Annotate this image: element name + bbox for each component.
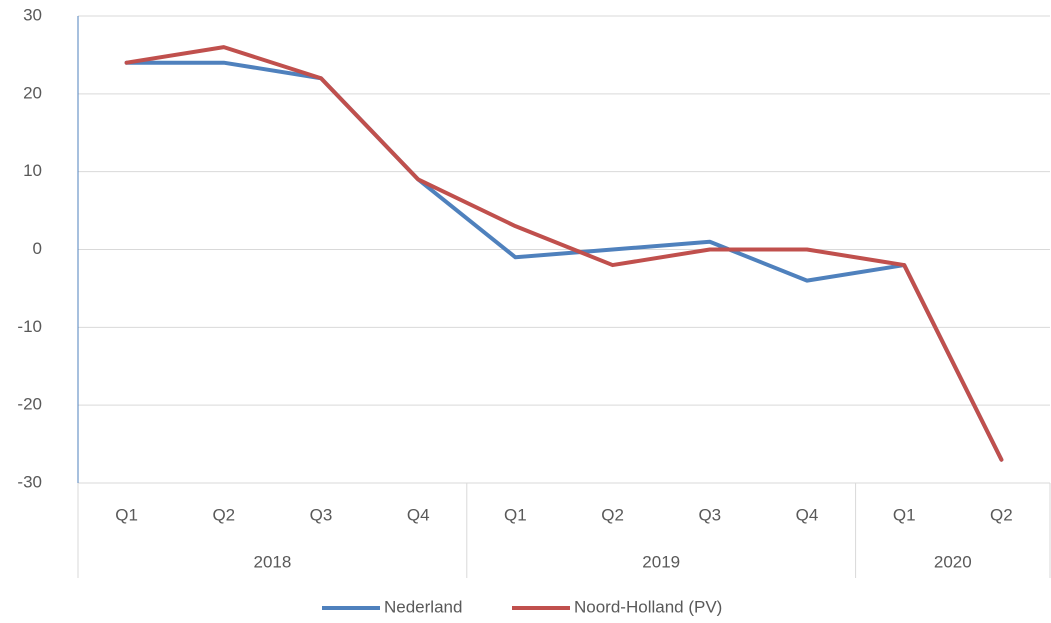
y-tick-label: 10 (23, 161, 42, 180)
y-tick-label: -30 (17, 472, 42, 491)
series-line (124, 45, 1004, 462)
y-tick-label: 0 (33, 239, 42, 258)
legend-label: Nederland (384, 597, 462, 616)
series-line (124, 60, 1004, 462)
y-tick-label: -10 (17, 317, 42, 336)
x-tick-label: Q2 (990, 505, 1013, 524)
y-tick-label: 30 (23, 5, 42, 24)
x-tick-label: Q3 (310, 505, 333, 524)
y-tick-label: 20 (23, 83, 42, 102)
x-tick-label: Q1 (115, 505, 138, 524)
x-tick-label: Q2 (212, 505, 235, 524)
group-label: 2020 (934, 552, 972, 571)
x-tick-label: Q2 (601, 505, 624, 524)
x-tick-label: Q4 (796, 505, 819, 524)
x-tick-label: Q3 (698, 505, 721, 524)
x-tick-label: Q4 (407, 505, 430, 524)
x-tick-label: Q1 (504, 505, 527, 524)
legend-label: Noord-Holland (PV) (574, 597, 722, 616)
x-tick-label: Q1 (893, 505, 916, 524)
group-label: 2019 (642, 552, 680, 571)
y-tick-label: -20 (17, 395, 42, 414)
group-label: 2018 (253, 552, 291, 571)
